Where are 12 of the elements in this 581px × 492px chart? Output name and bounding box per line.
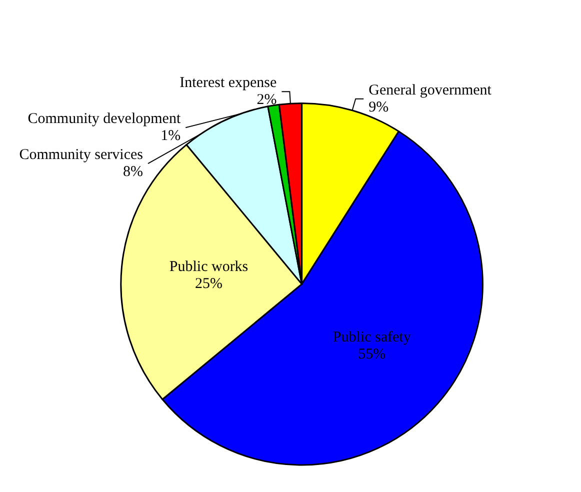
data-label: 25% bbox=[195, 276, 223, 292]
data-label: 1% bbox=[160, 128, 181, 144]
data-label: 55% bbox=[358, 346, 386, 362]
data-label: 9% bbox=[368, 99, 389, 116]
data-label: 8% bbox=[123, 164, 144, 180]
slice-label: Public works bbox=[169, 258, 248, 275]
slice-label: Community development bbox=[28, 111, 182, 128]
slice-label: Public safety bbox=[332, 329, 412, 346]
slice-label: Interest expense bbox=[180, 75, 278, 92]
data-label: 2% bbox=[256, 92, 277, 108]
slice-label: Community services bbox=[19, 147, 144, 164]
slice-label: General government bbox=[368, 82, 492, 98]
